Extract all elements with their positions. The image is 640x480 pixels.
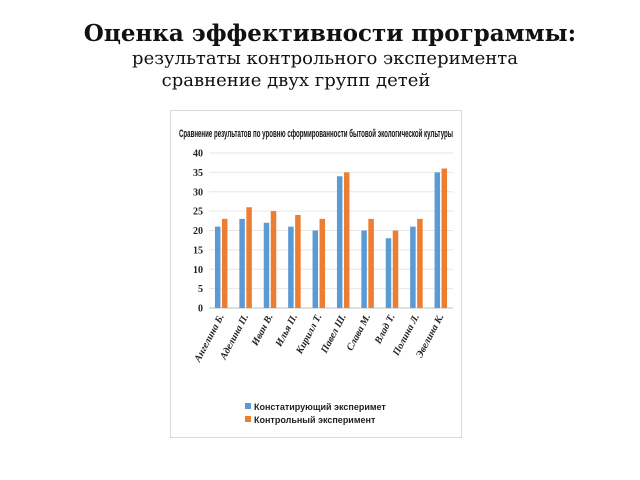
- x-category-label: Слава М.: [345, 312, 374, 353]
- bar-ascertaining: [214, 226, 221, 308]
- bar-ascertaining: [385, 238, 392, 308]
- bar-control: [441, 168, 448, 308]
- bar-control: [221, 218, 228, 308]
- bar-control: [343, 172, 350, 308]
- y-tick-label: 5: [198, 284, 203, 295]
- y-tick-label: 40: [193, 149, 203, 160]
- chart-title: Сравнение результатов по уровню сформиро…: [179, 128, 453, 140]
- legend-label: Констатирующий эксперимет: [254, 402, 386, 412]
- bar-control: [246, 207, 252, 308]
- slide-heading: Оценка эффективности программы: результа…: [0, 20, 640, 92]
- slide-subtitle-line1: результаты контрольного эксперимента: [132, 48, 518, 69]
- bar-control: [392, 230, 399, 308]
- bar-control: [417, 218, 423, 308]
- bar-ascertaining: [312, 230, 319, 308]
- y-tick-label: 35: [193, 168, 203, 179]
- slide-subtitle-line2: сравнение двух групп детей: [161, 70, 431, 91]
- legend-swatch: [245, 416, 251, 422]
- bar-control: [295, 215, 301, 308]
- chart-container: Сравнение результатов по уровню сформиро…: [170, 110, 462, 438]
- y-tick-label: 20: [193, 226, 203, 237]
- bar-ascertaining: [263, 222, 270, 308]
- y-tick-label: 15: [193, 245, 203, 256]
- y-tick-label: 0: [198, 304, 203, 315]
- bar-control: [368, 218, 374, 308]
- bar-ascertaining: [434, 172, 441, 308]
- bar-control: [319, 218, 326, 308]
- x-category-label: Илья П.: [273, 312, 300, 349]
- x-category-label: Иван В.: [249, 312, 275, 348]
- bar-ascertaining: [239, 218, 245, 308]
- y-tick-label: 10: [193, 265, 203, 276]
- bar-chart: Сравнение результатов по уровню сформиро…: [179, 128, 453, 425]
- bar-ascertaining: [361, 230, 367, 308]
- slide-title: Оценка эффективности программы:: [83, 20, 577, 47]
- bar-ascertaining: [336, 176, 343, 308]
- bar-control: [270, 211, 277, 308]
- legend-swatch: [245, 403, 251, 409]
- y-tick-label: 30: [193, 187, 203, 198]
- x-category-label: Влад Т.: [372, 312, 397, 347]
- bar-ascertaining: [288, 226, 294, 308]
- bar-ascertaining: [410, 226, 416, 308]
- legend-label: Контрольный эксперимент: [254, 415, 376, 425]
- y-tick-label: 25: [193, 207, 203, 218]
